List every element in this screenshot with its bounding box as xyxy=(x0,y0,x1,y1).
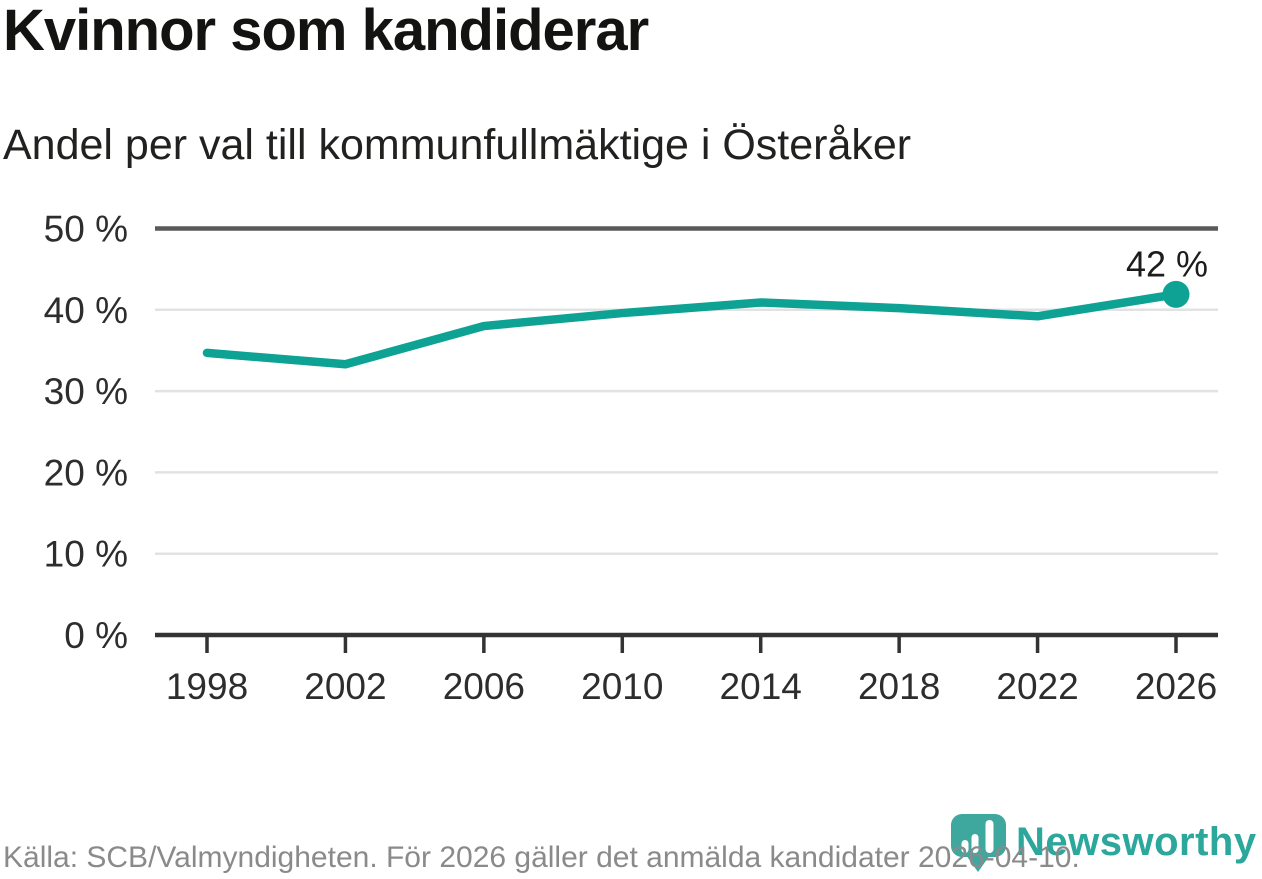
trend-line xyxy=(202,290,1181,369)
y-tick-label: 10 % xyxy=(44,534,128,575)
chart-title: Kvinnor som kandiderar xyxy=(3,0,649,63)
x-tick-label: 2022 xyxy=(996,666,1078,707)
y-tick-label: 30 % xyxy=(44,371,128,412)
x-tick-label: 2018 xyxy=(858,666,940,707)
end-value-label: 42 % xyxy=(1126,243,1208,284)
x-tick-label: 2014 xyxy=(720,666,802,707)
pin-point xyxy=(966,855,990,872)
line-chart: 0 % 10 % 20 % 30 % 40 % 50 % 1998 2002 2006 2010 2… xyxy=(44,209,1218,707)
x-tick-label: 2026 xyxy=(1135,666,1217,707)
x-tick-label: 2002 xyxy=(304,666,386,707)
end-point-marker xyxy=(1162,280,1190,308)
newsworthy-pin-bar-chart-icon xyxy=(951,814,1006,872)
bar-tall xyxy=(985,820,994,853)
x-tick-label: 1998 xyxy=(166,666,248,707)
chart-subtitle: Andel per val till kommunfullmäktige i Ö… xyxy=(3,121,912,169)
x-tick-label: 2010 xyxy=(581,666,663,707)
y-tick-label: 0 % xyxy=(64,615,128,656)
y-tick-label: 40 % xyxy=(44,290,128,331)
source-note: Källa: SCB/Valmyndigheten. För 2026 gäll… xyxy=(3,841,1080,874)
bar-medium xyxy=(971,834,979,853)
y-tick-label: 50 % xyxy=(44,209,128,250)
newsworthy-wordmark: Newsworthy xyxy=(1016,820,1257,864)
x-tick-label: 2006 xyxy=(443,666,525,707)
newsworthy-logo: Newsworthy xyxy=(950,813,1257,875)
y-tick-label: 20 % xyxy=(44,452,128,493)
bar-short xyxy=(961,840,969,853)
